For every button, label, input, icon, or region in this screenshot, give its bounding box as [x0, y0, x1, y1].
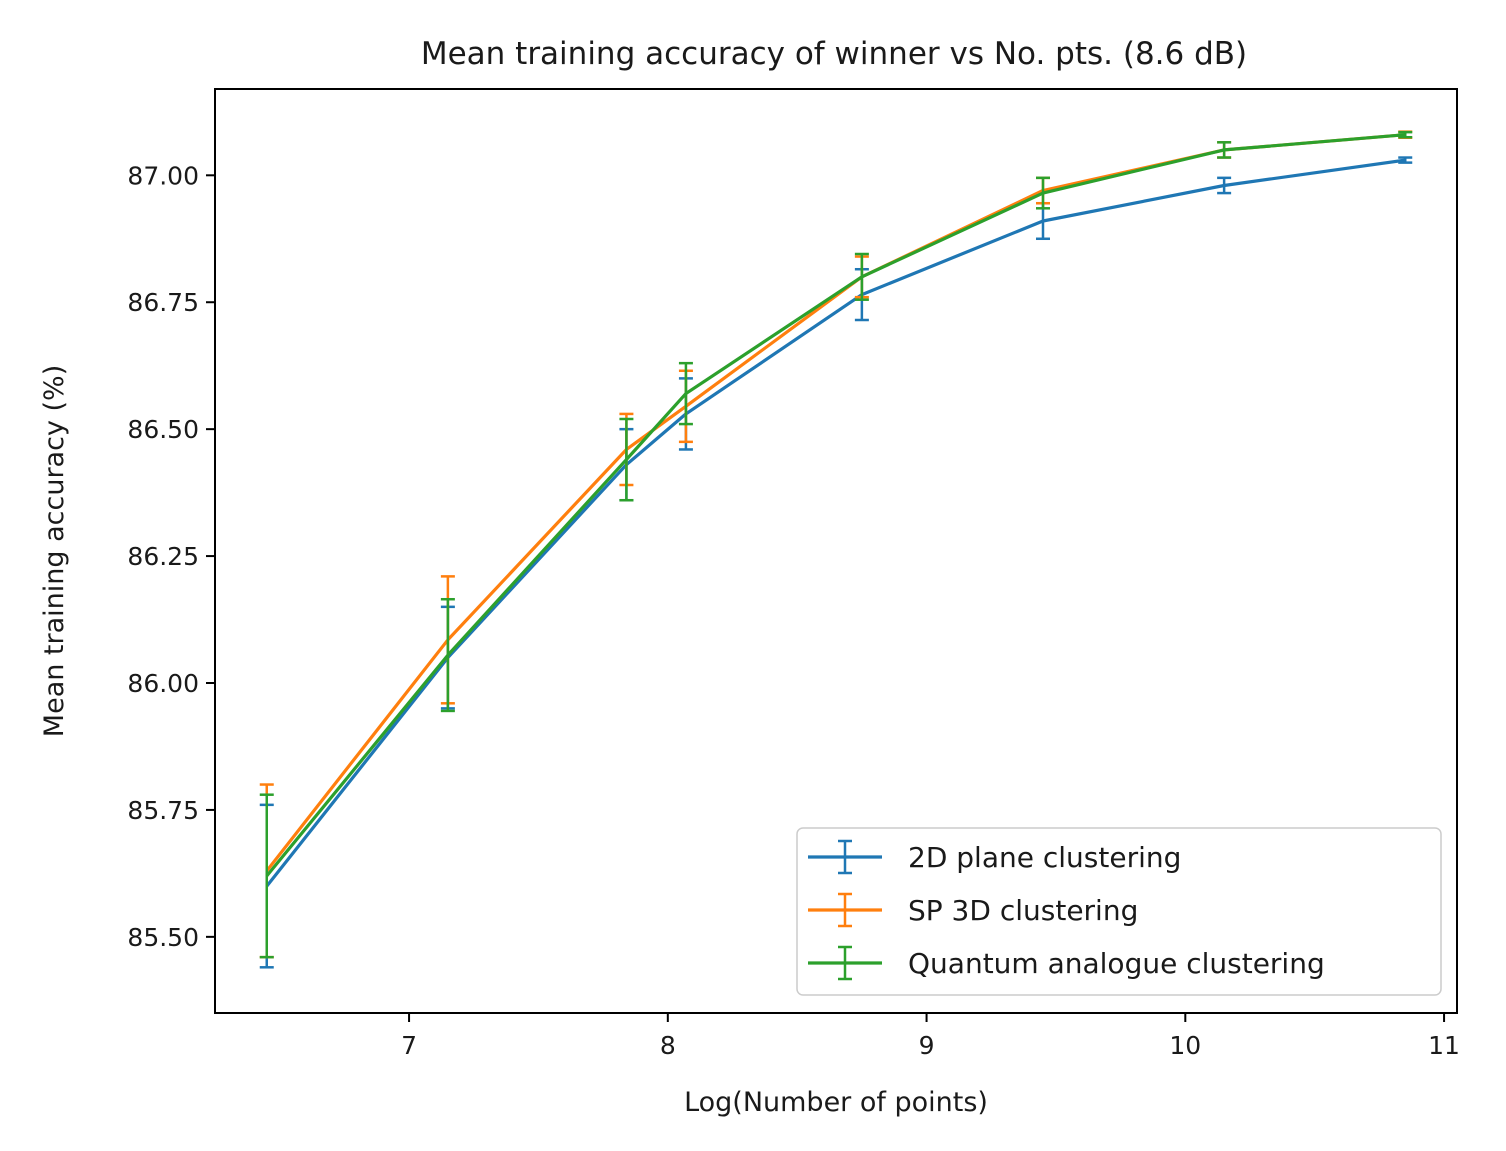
x-tick-label: 10 [1169, 1031, 1201, 1060]
x-axis-label: Log(Number of points) [684, 1087, 988, 1118]
y-tick-label: 86.75 [127, 288, 199, 317]
legend-label: Quantum analogue clustering [908, 947, 1325, 980]
y-tick-label: 85.75 [127, 796, 199, 825]
chart-title: Mean training accuracy of winner vs No. … [421, 36, 1247, 72]
legend-frame [796, 827, 1442, 996]
series-line [265, 133, 1406, 877]
y-tick-label: 85.50 [127, 923, 199, 952]
y-tick-label: 86.50 [127, 415, 199, 444]
x-tick-label: 7 [401, 1031, 417, 1060]
y-axis: 85.50 85.75 86.00 86.25 86.50 86.75 87.00 [127, 161, 215, 952]
x-tick-label: 11 [1428, 1031, 1460, 1060]
legend-item: SP 3D clustering [808, 892, 1138, 928]
x-tick-label: 8 [660, 1031, 676, 1060]
legend-label: SP 3D clustering [908, 894, 1138, 927]
legend-label: 2D plane clustering [908, 841, 1181, 874]
legend-item: Quantum analogue clustering [808, 945, 1325, 981]
series-line [265, 158, 1406, 888]
legend: 2D plane clustering SP 3D clustering Quant… [796, 827, 1442, 996]
series-layer [259, 130, 1413, 969]
x-axis: 7 8 9 10 11 [401, 1013, 1460, 1060]
series-2 [259, 130, 1413, 959]
y-axis-label: Mean training accuracy (%) [39, 365, 70, 737]
y-tick-label: 87.00 [127, 161, 199, 190]
legend-item: 2D plane clustering [808, 839, 1181, 875]
plot-frame [214, 88, 1458, 1014]
y-tick-label: 86.25 [127, 542, 199, 571]
y-tick-label: 86.00 [127, 669, 199, 698]
x-tick-label: 9 [919, 1031, 935, 1060]
